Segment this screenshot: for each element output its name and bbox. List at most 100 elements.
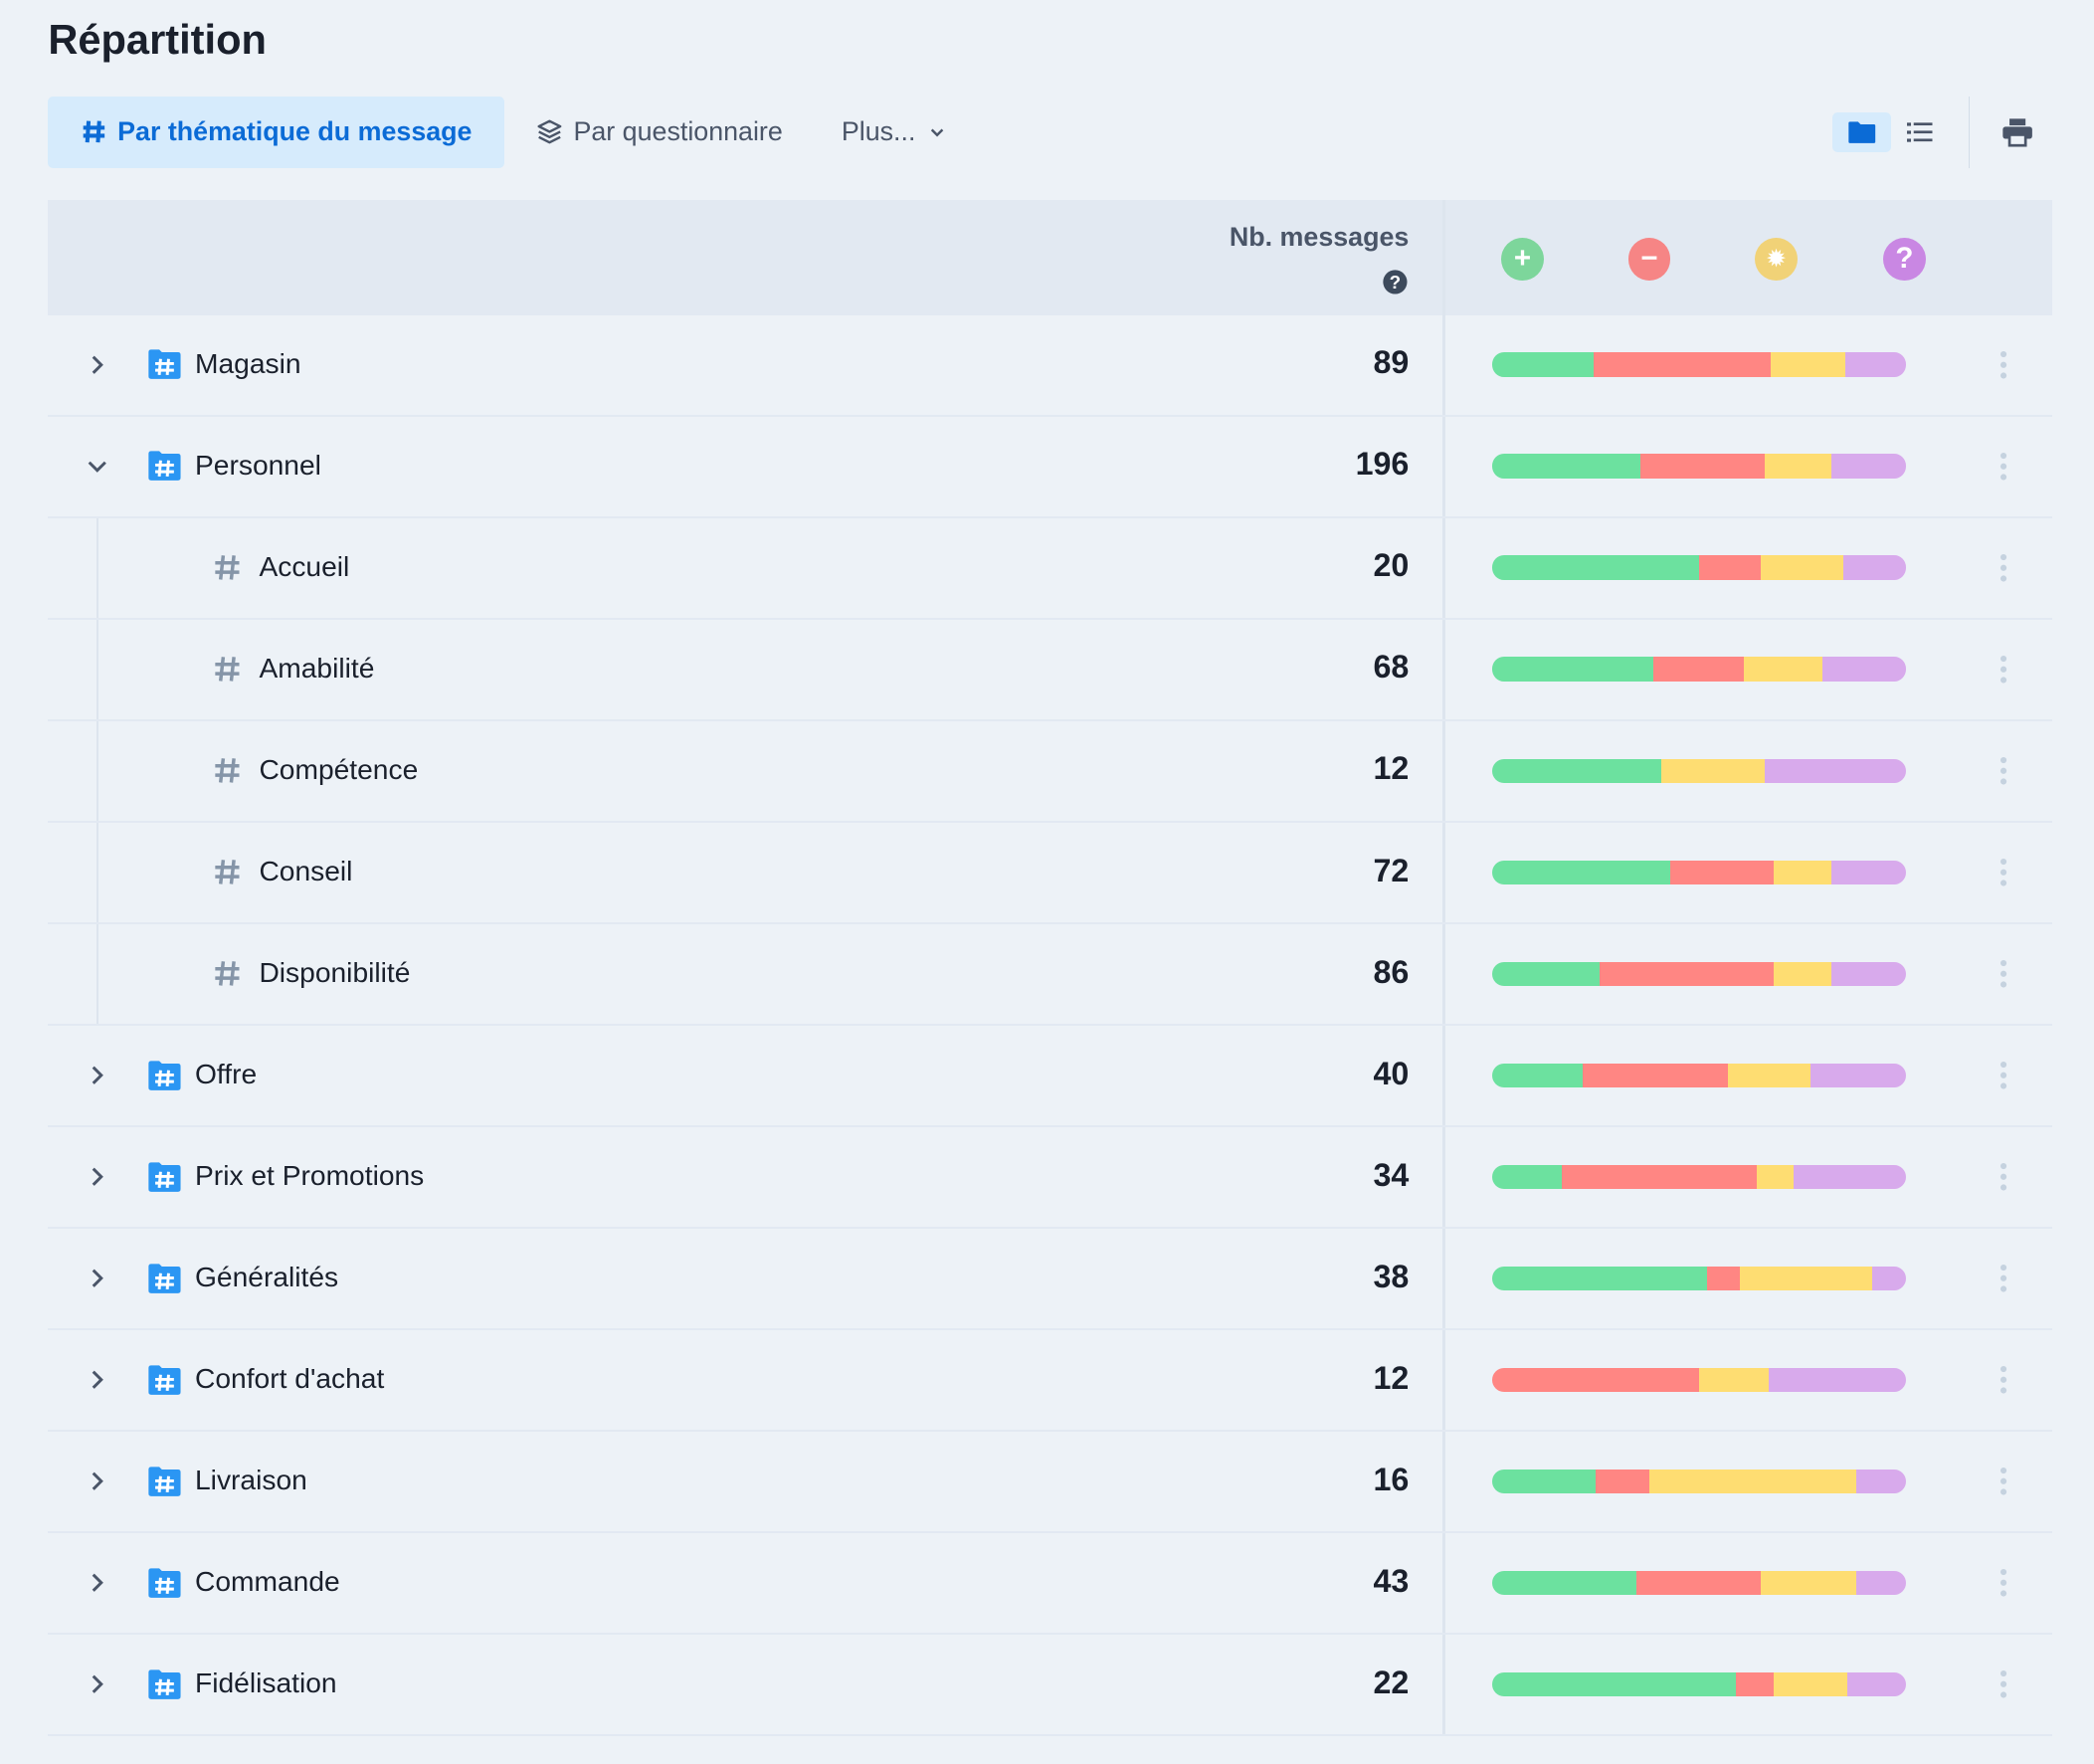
message-count: 12 bbox=[1373, 750, 1410, 787]
table-row[interactable]: Généralités 38 bbox=[48, 1229, 2053, 1331]
table-row[interactable]: Commande 43 bbox=[48, 1533, 2053, 1636]
minus-icon: − bbox=[1627, 237, 1671, 281]
folder-hash-icon bbox=[148, 1365, 181, 1395]
more-options-icon[interactable] bbox=[1996, 756, 2011, 786]
chevron-right-icon[interactable] bbox=[83, 1467, 112, 1496]
more-options-icon[interactable] bbox=[1996, 350, 2011, 380]
subtheme-name[interactable]: Conseil bbox=[259, 855, 353, 887]
chevron-right-icon[interactable] bbox=[83, 350, 112, 380]
chevron-right-icon[interactable] bbox=[83, 1162, 112, 1192]
chevron-down-icon[interactable] bbox=[83, 452, 112, 482]
folder-hash-icon bbox=[148, 1060, 181, 1090]
sentiment-bar[interactable] bbox=[1491, 657, 1906, 682]
message-count: 43 bbox=[1373, 1562, 1410, 1599]
chevron-right-icon[interactable] bbox=[83, 1365, 112, 1395]
more-options-icon[interactable] bbox=[1996, 452, 2011, 482]
sentiment-bar[interactable] bbox=[1491, 1266, 1906, 1290]
sentiment-bar[interactable] bbox=[1491, 1570, 1906, 1595]
sentiment-segment-question bbox=[1847, 1671, 1906, 1696]
table-row[interactable]: Compétence 12 bbox=[48, 721, 2053, 823]
sentiment-segment-negative bbox=[1652, 657, 1745, 682]
more-options-icon[interactable] bbox=[1996, 1162, 2011, 1192]
table-row[interactable]: Accueil 20 bbox=[48, 518, 2053, 620]
more-options-icon[interactable] bbox=[1996, 1264, 2011, 1293]
sentiment-segment-question bbox=[1843, 555, 1906, 580]
more-options-icon[interactable] bbox=[1996, 1568, 2011, 1598]
print-button[interactable] bbox=[1989, 112, 2047, 152]
sentiment-bar[interactable] bbox=[1491, 1671, 1906, 1696]
sentiment-segment-positive bbox=[1491, 758, 1662, 783]
table-row[interactable]: Fidélisation 22 bbox=[48, 1635, 2053, 1737]
hash-icon bbox=[215, 657, 240, 682]
tab-plus-dropdown[interactable]: Plus... bbox=[810, 97, 988, 168]
more-options-icon[interactable] bbox=[1996, 959, 2011, 989]
more-options-icon[interactable] bbox=[1996, 858, 2011, 887]
table-row[interactable]: Confort d'achat 12 bbox=[48, 1330, 2053, 1433]
sentiment-bar[interactable] bbox=[1491, 454, 1906, 479]
tab-par-thematique[interactable]: Par thématique du message bbox=[48, 96, 504, 169]
chevron-right-icon[interactable] bbox=[83, 1669, 112, 1699]
chevron-right-icon[interactable] bbox=[83, 1264, 112, 1293]
sentiment-bar[interactable] bbox=[1491, 758, 1906, 783]
sentiment-segment-suggestion bbox=[1661, 758, 1766, 783]
table-row[interactable]: Personnel 196 bbox=[48, 417, 2053, 518]
table-row[interactable]: Magasin 89 bbox=[48, 315, 2053, 417]
theme-name[interactable]: Magasin bbox=[195, 347, 301, 380]
theme-name[interactable]: Généralités bbox=[195, 1261, 339, 1293]
more-options-icon[interactable] bbox=[1996, 553, 2011, 583]
tab-label: Par questionnaire bbox=[573, 116, 783, 147]
theme-name[interactable]: Livraison bbox=[195, 1464, 307, 1496]
list-view-button[interactable] bbox=[1891, 112, 1950, 152]
table-row[interactable]: Prix et Promotions 34 bbox=[48, 1127, 2053, 1230]
theme-name[interactable]: Personnel bbox=[195, 449, 321, 482]
table-row[interactable]: Livraison 16 bbox=[48, 1432, 2053, 1534]
sentiment-bar[interactable] bbox=[1491, 352, 1906, 377]
chevron-right-icon[interactable] bbox=[83, 1568, 112, 1598]
question-circle-icon[interactable]: ? bbox=[1382, 269, 1409, 295]
more-options-icon[interactable] bbox=[1996, 1061, 2011, 1090]
tab-label: Plus... bbox=[841, 116, 916, 147]
table-row[interactable]: Amabilité 68 bbox=[48, 620, 2053, 721]
count-column-header[interactable]: Nb. messages bbox=[1229, 221, 1410, 252]
sentiment-segment-positive bbox=[1491, 961, 1600, 986]
hash-icon bbox=[215, 860, 240, 884]
more-options-icon[interactable] bbox=[1996, 655, 2011, 685]
sentiment-segment-suggestion bbox=[1773, 860, 1831, 884]
more-options-icon[interactable] bbox=[1996, 1365, 2011, 1395]
page-title: Répartition bbox=[48, 16, 267, 64]
theme-name[interactable]: Fidélisation bbox=[195, 1666, 337, 1699]
more-options-icon[interactable] bbox=[1996, 1669, 2011, 1699]
message-count: 196 bbox=[1355, 446, 1410, 483]
theme-name[interactable]: Commande bbox=[195, 1565, 340, 1598]
table-row[interactable]: Disponibilité 86 bbox=[48, 924, 2053, 1027]
subtheme-name[interactable]: Disponibilité bbox=[259, 956, 411, 989]
sentiment-segment-negative bbox=[1599, 961, 1774, 986]
message-count: 89 bbox=[1373, 344, 1410, 381]
table-row[interactable]: Offre 40 bbox=[48, 1026, 2053, 1128]
theme-name[interactable]: Prix et Promotions bbox=[195, 1159, 425, 1192]
sentiment-segment-question bbox=[1765, 758, 1906, 783]
subtheme-name[interactable]: Amabilité bbox=[259, 652, 375, 685]
sentiment-bar[interactable] bbox=[1491, 1469, 1906, 1493]
sentiment-bar[interactable] bbox=[1491, 961, 1906, 986]
message-count: 72 bbox=[1373, 852, 1410, 888]
question-icon: ? bbox=[1882, 237, 1926, 281]
sentiment-segment-negative bbox=[1698, 555, 1762, 580]
sentiment-segment-question bbox=[1810, 1063, 1906, 1087]
subtheme-name[interactable]: Accueil bbox=[259, 550, 350, 583]
subtheme-name[interactable]: Compétence bbox=[259, 753, 419, 786]
theme-name[interactable]: Offre bbox=[195, 1058, 258, 1090]
chevron-right-icon[interactable] bbox=[83, 1061, 112, 1090]
svg-text:?: ? bbox=[1390, 272, 1401, 293]
sentiment-bar[interactable] bbox=[1491, 1367, 1906, 1392]
sentiment-bar[interactable] bbox=[1491, 555, 1906, 580]
folder-view-button[interactable] bbox=[1831, 111, 1891, 153]
sentiment-bar[interactable] bbox=[1491, 1164, 1906, 1189]
theme-name[interactable]: Confort d'achat bbox=[195, 1362, 385, 1395]
folder-hash-icon bbox=[148, 349, 181, 380]
sentiment-bar[interactable] bbox=[1491, 860, 1906, 884]
sentiment-bar[interactable] bbox=[1491, 1063, 1906, 1087]
tab-par-questionnaire[interactable]: Par questionnaire bbox=[504, 97, 810, 168]
more-options-icon[interactable] bbox=[1996, 1467, 2011, 1496]
table-row[interactable]: Conseil 72 bbox=[48, 823, 2053, 924]
